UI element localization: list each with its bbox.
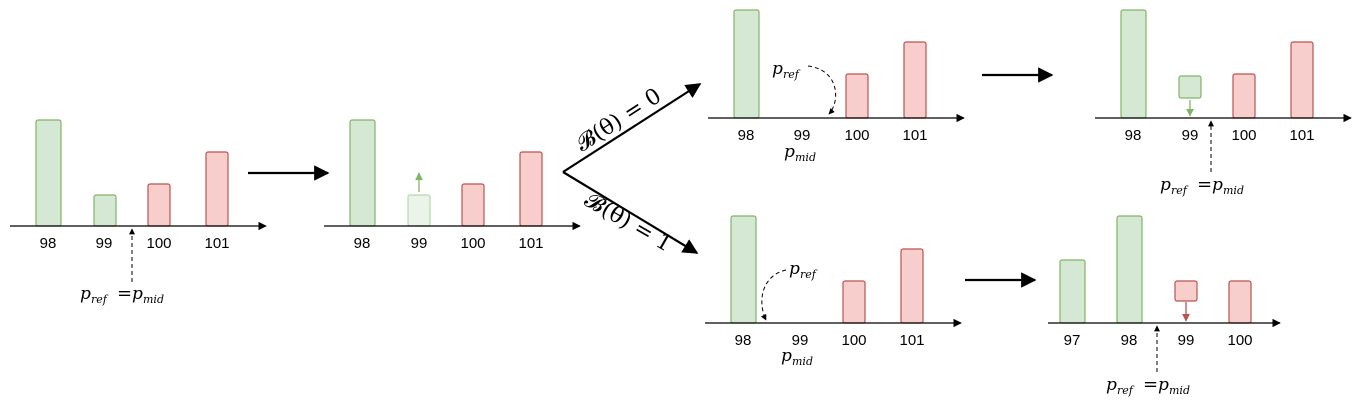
tick-label: 101 xyxy=(518,235,543,252)
ask-bar-101 xyxy=(903,41,927,119)
bid-bar-98 xyxy=(35,119,62,227)
svg-text:mid: mid xyxy=(795,151,816,164)
ask-bar-100 xyxy=(1228,280,1252,324)
ask-bar-100 xyxy=(842,280,866,324)
ask-bar-100 xyxy=(845,73,869,119)
new-ask-order-99 xyxy=(1174,280,1198,302)
pref-equals-pmid-label: p ref = p mid xyxy=(1106,374,1190,397)
ask-bar-101 xyxy=(1290,41,1314,119)
svg-text:mid: mid xyxy=(143,293,164,306)
tick-label: 99 xyxy=(1182,127,1199,144)
tick-label: 99 xyxy=(1178,332,1195,349)
tick-label: 100 xyxy=(460,235,485,252)
tick-label: 98 xyxy=(1121,332,1138,349)
pmid-label: p mid xyxy=(781,346,813,368)
bid-bar-98 xyxy=(733,9,760,119)
tick-label: 100 xyxy=(844,127,869,144)
pref-equals-pmid-label: p ref = p mid xyxy=(1160,174,1244,197)
bid-bar-99 xyxy=(93,194,117,227)
svg-text:=: = xyxy=(1143,374,1158,395)
svg-text:mid: mid xyxy=(1223,184,1244,197)
svg-text:ref: ref xyxy=(1171,184,1189,197)
tick-label: 98 xyxy=(1125,127,1142,144)
tick-label: 100 xyxy=(841,332,866,349)
tick-label: 97 xyxy=(1064,332,1081,349)
bid-bar-97 xyxy=(1059,259,1086,324)
panel-bottom-result: 97 98 99 100 p ref = p mid xyxy=(1048,215,1281,397)
ask-bar-100 xyxy=(147,183,171,227)
pref-move-arrow xyxy=(807,65,837,115)
tick-label: 98 xyxy=(40,235,57,252)
svg-text:p: p xyxy=(772,59,783,79)
ask-bar-100 xyxy=(461,183,485,227)
tick-label: 101 xyxy=(899,332,924,349)
panel-top-branch: 98 99 100 101 p mid p ref xyxy=(708,9,965,164)
svg-text:p: p xyxy=(789,259,800,279)
tick-label: 98 xyxy=(735,332,752,349)
branch-arrow-top xyxy=(562,83,702,173)
ask-bar-101 xyxy=(900,248,924,324)
svg-text:=: = xyxy=(117,283,132,304)
svg-text:p: p xyxy=(80,284,91,304)
svg-text:p: p xyxy=(132,284,143,304)
tick-label: 98 xyxy=(738,127,755,144)
new-bid-order-99 xyxy=(1178,75,1202,99)
svg-text:mid: mid xyxy=(792,355,813,368)
svg-text:=: = xyxy=(1197,174,1212,195)
bid-bar-98 xyxy=(349,119,376,227)
pref-label: p ref xyxy=(789,259,818,281)
svg-text:p: p xyxy=(1106,375,1117,395)
tick-label: 100 xyxy=(1227,332,1252,349)
tick-label: 101 xyxy=(902,127,927,144)
ask-bar-100 xyxy=(1232,73,1256,119)
bid-bar-98 xyxy=(1116,215,1143,324)
panel-cancelled: 98 99 100 101 xyxy=(324,119,581,252)
cancelled-bid-bar-99 xyxy=(407,194,431,227)
branch-arrow-bottom xyxy=(562,171,699,254)
svg-text:p: p xyxy=(1212,175,1223,195)
svg-text:p: p xyxy=(781,346,792,366)
tick-label: 99 xyxy=(792,332,809,349)
pmid-label: p mid xyxy=(784,142,816,164)
svg-text:ref: ref xyxy=(800,268,818,281)
pref-label: p ref xyxy=(772,59,801,81)
tick-label: 100 xyxy=(1231,127,1256,144)
bid-bar-98 xyxy=(730,215,757,324)
svg-text:ref: ref xyxy=(91,293,109,306)
ask-bar-101 xyxy=(519,151,543,227)
tick-label: 99 xyxy=(411,235,428,252)
ask-bar-101 xyxy=(205,151,229,227)
bid-bar-98 xyxy=(1120,9,1147,119)
tick-label: 101 xyxy=(204,235,229,252)
pref-move-arrow xyxy=(760,269,787,321)
panel-top-result: 98 99 100 101 p ref = p mid xyxy=(1095,9,1352,197)
panel-initial: 98 99 100 101 p ref = p mid xyxy=(10,119,267,306)
svg-text:p: p xyxy=(784,142,795,162)
svg-text:ref: ref xyxy=(1117,384,1135,397)
branch-label-top: 𝓑(θ) = 0 xyxy=(572,84,666,157)
branch-label-bottom: 𝓑(θ) = 1 xyxy=(580,188,676,258)
pref-equals-pmid-label: p ref = p mid xyxy=(80,283,164,306)
svg-text:mid: mid xyxy=(1169,384,1190,397)
tick-label: 101 xyxy=(1289,127,1314,144)
panel-bottom-branch: 98 99 100 101 p mid p ref xyxy=(705,215,962,368)
svg-text:p: p xyxy=(1158,375,1169,395)
svg-text:p: p xyxy=(1160,175,1171,195)
tick-label: 98 xyxy=(354,235,371,252)
svg-text:ref: ref xyxy=(783,68,801,81)
tick-label: 99 xyxy=(96,235,113,252)
tick-label: 99 xyxy=(794,127,811,144)
tick-label: 100 xyxy=(146,235,171,252)
